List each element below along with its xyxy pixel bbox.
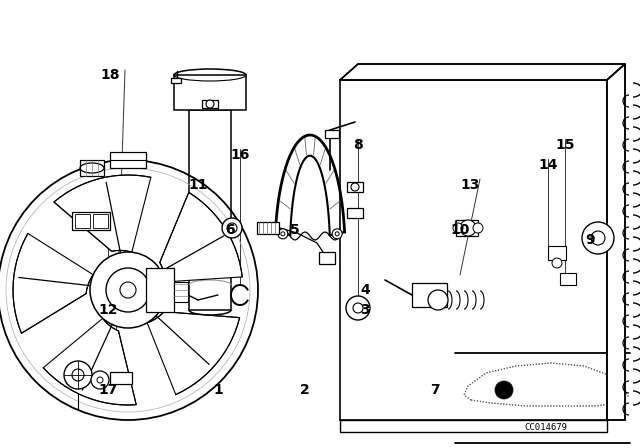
Circle shape xyxy=(582,222,614,254)
Text: 7: 7 xyxy=(430,383,440,397)
Bar xyxy=(456,220,478,236)
Bar xyxy=(171,78,181,83)
Circle shape xyxy=(120,282,136,298)
Text: 9: 9 xyxy=(585,233,595,247)
Text: 13: 13 xyxy=(460,178,480,192)
Text: 12: 12 xyxy=(99,303,118,317)
Text: 5: 5 xyxy=(290,223,300,237)
Text: 18: 18 xyxy=(100,68,120,82)
Bar xyxy=(75,214,90,228)
Bar xyxy=(110,372,132,384)
Circle shape xyxy=(227,223,237,233)
Bar xyxy=(202,100,218,108)
Polygon shape xyxy=(54,175,151,252)
Polygon shape xyxy=(340,64,625,80)
Bar xyxy=(174,282,188,302)
Polygon shape xyxy=(44,319,136,405)
Bar xyxy=(340,80,607,420)
Circle shape xyxy=(281,232,285,236)
Circle shape xyxy=(473,223,483,233)
Bar xyxy=(93,214,108,228)
Bar xyxy=(347,182,363,192)
Text: 6: 6 xyxy=(225,223,235,237)
Text: 4: 4 xyxy=(360,283,370,297)
Bar xyxy=(548,246,566,260)
Text: 1: 1 xyxy=(213,383,223,397)
Bar xyxy=(72,212,110,230)
Circle shape xyxy=(552,258,562,268)
Text: 2: 2 xyxy=(300,383,310,397)
Circle shape xyxy=(72,369,84,381)
Circle shape xyxy=(335,232,339,236)
Text: 3: 3 xyxy=(360,303,370,317)
Polygon shape xyxy=(13,233,93,333)
Text: 14: 14 xyxy=(538,158,557,172)
Bar xyxy=(560,273,576,285)
Text: CC014679: CC014679 xyxy=(525,423,568,432)
Circle shape xyxy=(106,268,150,312)
Text: 17: 17 xyxy=(99,383,118,397)
Circle shape xyxy=(332,229,342,239)
Circle shape xyxy=(591,231,605,245)
Bar xyxy=(347,208,363,218)
Bar xyxy=(412,283,447,307)
Circle shape xyxy=(64,361,92,389)
Bar xyxy=(257,222,279,234)
Circle shape xyxy=(428,290,448,310)
Polygon shape xyxy=(464,363,628,406)
Text: 16: 16 xyxy=(230,148,250,162)
Polygon shape xyxy=(147,312,239,395)
Circle shape xyxy=(453,223,463,233)
Polygon shape xyxy=(607,64,625,420)
Circle shape xyxy=(206,100,214,108)
Circle shape xyxy=(90,252,166,328)
Circle shape xyxy=(460,220,476,236)
Circle shape xyxy=(91,371,109,389)
Text: 15: 15 xyxy=(556,138,575,152)
Bar xyxy=(325,130,339,138)
Circle shape xyxy=(495,381,513,399)
Bar xyxy=(340,420,607,432)
Circle shape xyxy=(278,229,288,239)
Circle shape xyxy=(353,303,363,313)
Circle shape xyxy=(351,183,359,191)
Bar xyxy=(110,152,146,168)
Circle shape xyxy=(222,218,242,238)
Text: 10: 10 xyxy=(451,223,470,237)
Bar xyxy=(319,252,335,264)
Text: 11: 11 xyxy=(188,178,208,192)
Bar xyxy=(189,110,231,310)
Bar xyxy=(174,75,246,110)
Bar xyxy=(80,160,104,176)
Bar xyxy=(146,268,174,312)
Circle shape xyxy=(346,296,370,320)
Text: 8: 8 xyxy=(353,138,363,152)
Circle shape xyxy=(97,377,103,383)
Polygon shape xyxy=(160,192,243,282)
